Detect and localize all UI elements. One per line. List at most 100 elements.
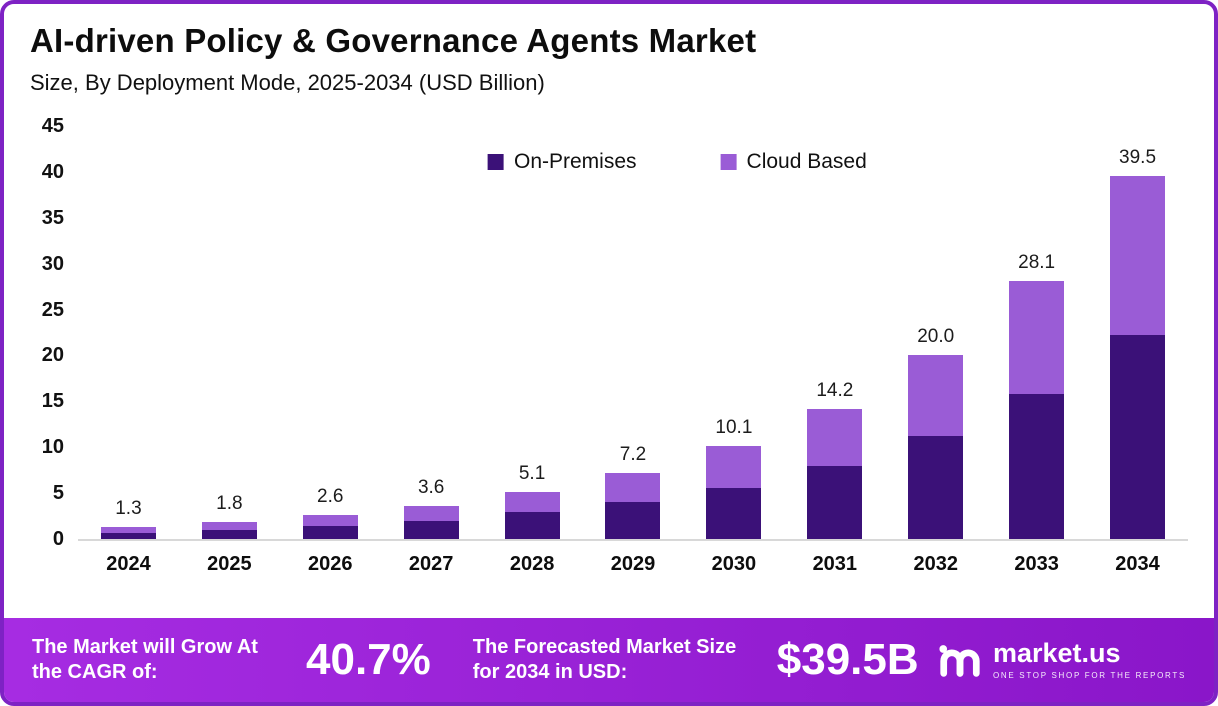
x-tick-label: 2031 — [812, 553, 858, 575]
bar-total-label: 10.1 — [715, 417, 753, 439]
bar-segment-on-premises — [201, 529, 257, 539]
bar-total-label: 20.0 — [917, 326, 955, 348]
bar-segment-on-premises — [706, 487, 762, 539]
y-tick-label: 40 — [41, 160, 64, 183]
forecast-value: $39.5B — [776, 635, 919, 684]
y-tick-label: 10 — [41, 436, 64, 459]
forecast-label: The Forecasted Market Size for 2034 in U… — [472, 636, 737, 683]
bar-group-2032: 20.0 — [885, 126, 986, 539]
bars-container: 1.3 1.8 2.6 3.6 5.1 7.2 10.1 14.2 20.0 28.1 39.5 — [78, 126, 1188, 539]
x-tick-label: 2030 — [711, 553, 757, 575]
y-axis: 45 40 35 30 25 20 15 10 5 0 — [18, 116, 78, 549]
x-tick-label: 2028 — [509, 553, 555, 575]
bar-segment-cloud-based — [201, 522, 257, 530]
x-tick-label: 2026 — [308, 553, 353, 575]
x-tick-label: 2027 — [408, 553, 454, 575]
bar-group-2030: 10.1 — [683, 126, 784, 539]
cagr-value: 40.7% — [306, 635, 431, 684]
bar-stack — [908, 355, 964, 539]
legend-label-on-premises: On-Premises — [514, 150, 637, 173]
bar-stack — [201, 522, 257, 539]
x-tick-label: 2033 — [1014, 553, 1059, 575]
bar-segment-on-premises — [605, 502, 661, 539]
bar-total-label: 39.5 — [1119, 147, 1157, 169]
x-tick-label: 2029 — [610, 553, 656, 575]
bar-segment-on-premises — [1110, 335, 1166, 539]
y-tick-label: 5 — [52, 482, 64, 505]
stacked-bar-chart: 45 40 35 30 25 20 15 10 5 0 On-Premises Cloud Bas… — [4, 116, 1214, 576]
bar-segment-cloud-based — [504, 492, 560, 513]
bar-group-2026: 2.6 — [280, 126, 381, 539]
bar-stack — [1009, 281, 1065, 539]
y-tick-label: 20 — [41, 344, 64, 367]
footer-banner: The Market will Grow At the CAGR of: 40.… — [4, 618, 1214, 702]
bar-segment-on-premises — [1009, 393, 1065, 539]
bar-stack — [504, 492, 560, 539]
legend-item-on-premises: On-Premises — [488, 150, 637, 174]
marketus-logo-icon — [939, 645, 980, 677]
y-tick-label: 45 — [41, 115, 64, 137]
y-tick-label: 30 — [41, 252, 64, 275]
brand-name: market.us — [992, 638, 1121, 668]
x-tick-label: 2034 — [1115, 553, 1160, 575]
bar-total-label: 14.2 — [816, 379, 854, 401]
bar-segment-cloud-based — [605, 472, 661, 503]
bar-segment-on-premises — [908, 436, 964, 539]
brand-tagline: ONE STOP SHOP FOR THE REPORTS — [992, 671, 1186, 680]
bar-total-label: 2.6 — [317, 486, 344, 508]
legend: On-Premises Cloud Based — [488, 150, 867, 174]
bar-total-label: 28.1 — [1018, 252, 1056, 274]
bar-group-2033: 28.1 — [986, 126, 1087, 539]
bar-segment-on-premises — [302, 526, 358, 539]
plot-wrapper: On-Premises Cloud Based 1.3 1.8 2.6 3.6 5.1 7… — [78, 126, 1188, 576]
bar-segment-on-premises — [504, 512, 560, 539]
bar-total-label: 1.8 — [216, 493, 243, 515]
bar-segment-cloud-based — [302, 515, 358, 527]
bar-group-2024: 1.3 — [78, 126, 179, 539]
y-tick-label: 15 — [41, 390, 64, 413]
bar-segment-cloud-based — [706, 446, 762, 488]
bar-segment-cloud-based — [1009, 281, 1065, 394]
y-tick-label: 0 — [52, 528, 64, 550]
cagr-label: The Market will Grow At the CAGR of: — [32, 636, 258, 683]
bar-group-2029: 7.2 — [583, 126, 684, 539]
legend-swatch-on-premises — [488, 154, 504, 170]
x-tick-label: 2024 — [106, 553, 151, 575]
bar-segment-cloud-based — [908, 355, 964, 437]
bar-stack — [605, 472, 661, 539]
bar-total-label: 5.1 — [518, 463, 546, 485]
bar-group-2027: 3.6 — [381, 126, 482, 539]
brand-logo: market.us ONE STOP SHOP FOR THE REPORTS — [937, 640, 1186, 680]
bar-total-label: 7.2 — [619, 443, 647, 465]
bar-stack — [302, 515, 358, 539]
chart-subtitle: Size, By Deployment Mode, 2025-2034 (USD… — [30, 70, 545, 95]
bar-group-2031: 14.2 — [784, 126, 885, 539]
bar-stack — [100, 527, 156, 539]
bar-total-label: 1.3 — [115, 498, 142, 520]
bar-segment-on-premises — [403, 520, 459, 539]
bar-segment-cloud-based — [1110, 176, 1166, 336]
bar-segment-on-premises — [100, 532, 156, 539]
brand-text: market.us ONE STOP SHOP FOR THE REPORTS — [992, 638, 1186, 681]
bar-stack — [403, 505, 459, 539]
bar-segment-cloud-based — [807, 408, 863, 466]
plot-area: On-Premises Cloud Based 1.3 1.8 2.6 3.6 5.1 7… — [78, 126, 1188, 541]
bar-total-label: 3.6 — [417, 476, 445, 498]
page-title: AI-driven Policy & Governance Agents Mar… — [30, 22, 757, 59]
bar-group-2034: 39.5 — [1087, 126, 1188, 539]
legend-item-cloud-based: Cloud Based — [720, 150, 867, 174]
legend-swatch-cloud-based — [720, 154, 737, 170]
bar-group-2025: 1.8 — [179, 126, 280, 539]
y-tick-label: 25 — [41, 298, 64, 321]
x-tick-label: 2025 — [207, 553, 252, 575]
y-tick-label: 35 — [41, 206, 64, 229]
legend-label-cloud-based: Cloud Based — [746, 150, 867, 173]
x-tick-label: 2032 — [913, 553, 958, 575]
bar-stack — [706, 446, 762, 539]
bar-group-2028: 5.1 — [482, 126, 583, 539]
bar-segment-on-premises — [807, 465, 863, 539]
bar-stack — [1110, 176, 1166, 539]
bar-stack — [807, 408, 863, 539]
x-axis-labels: 2024 2025 2026 2027 2028 2029 2030 2031 2032 2033… — [78, 553, 1188, 576]
